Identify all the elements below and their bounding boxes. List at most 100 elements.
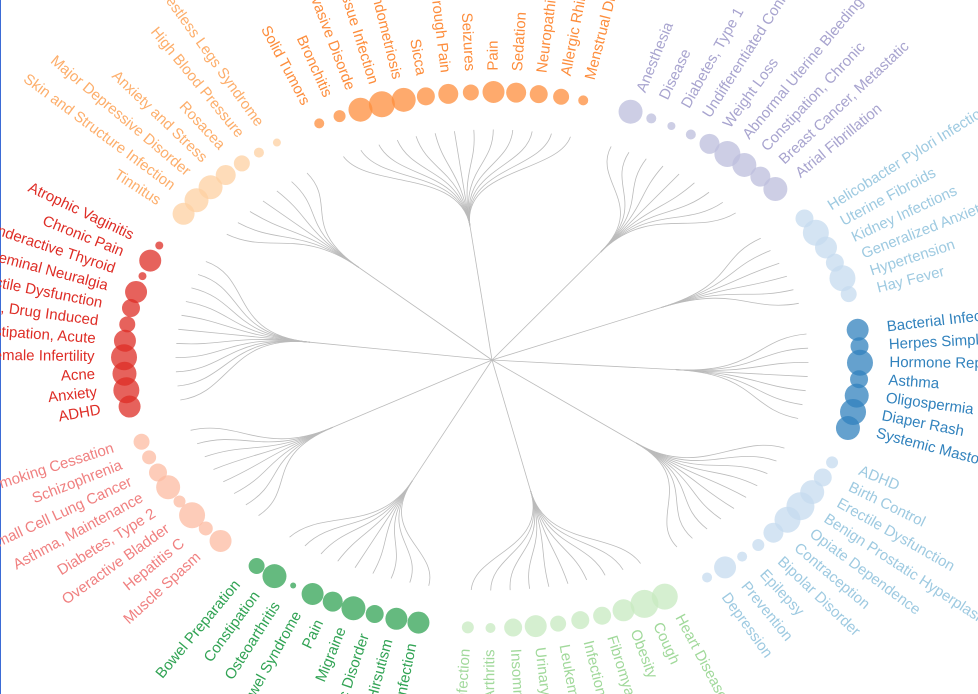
leaf-bubble xyxy=(630,589,659,618)
leaf-link xyxy=(434,133,471,228)
leaf-bubble xyxy=(142,450,157,465)
leaf-link xyxy=(636,442,785,459)
leaf-link xyxy=(675,361,809,371)
leaf-link xyxy=(661,250,771,308)
leaf-link xyxy=(636,442,678,548)
leaf-bubble xyxy=(550,615,567,632)
leaf-bubble xyxy=(248,558,265,575)
leaf-label: Pain xyxy=(299,617,327,651)
leaf-bubble xyxy=(113,329,136,352)
leaf-link xyxy=(469,133,552,228)
leaf-bubble xyxy=(571,611,590,630)
leaf-bubble xyxy=(173,495,186,508)
leaf-link xyxy=(175,340,310,359)
leaf-link xyxy=(360,150,471,228)
leaf-link xyxy=(213,426,333,470)
leaf-link xyxy=(291,181,360,268)
leaf-bubble xyxy=(840,286,857,303)
leaf-bubble xyxy=(593,606,612,625)
leaf-link xyxy=(205,261,310,343)
leaf-link xyxy=(372,480,413,574)
leaf-bubble xyxy=(850,370,869,389)
leaf-link xyxy=(600,182,695,253)
leaf-link xyxy=(661,237,761,308)
leaf-link xyxy=(600,146,621,253)
leaf-bubble xyxy=(732,152,757,177)
leaf-bubble xyxy=(341,596,366,621)
leaf-link xyxy=(181,314,310,343)
nodes xyxy=(111,81,873,638)
leaf-link xyxy=(245,426,333,506)
branch xyxy=(332,359,493,428)
leaf-link xyxy=(636,442,735,509)
leaf-link xyxy=(600,212,736,253)
leaf-bubble xyxy=(198,175,223,200)
leaf-link xyxy=(468,129,494,228)
leaf-link xyxy=(600,201,724,253)
leaf-link xyxy=(530,490,569,584)
leaf-link xyxy=(262,200,360,268)
leaf-link xyxy=(175,340,310,373)
leaf-bubble xyxy=(482,81,505,104)
leaf-label: Leukemia xyxy=(556,643,585,694)
leaf-bubble xyxy=(416,87,435,106)
leaf-bubble xyxy=(272,138,281,147)
leaf-link xyxy=(237,222,360,268)
leaf-link xyxy=(675,333,807,371)
leaf-bubble xyxy=(262,564,287,589)
leaf-link xyxy=(197,274,310,343)
leaf-label: ADHD xyxy=(57,401,102,425)
leaf-link xyxy=(468,129,514,228)
leaf-link xyxy=(354,480,413,568)
leaf-bubble xyxy=(391,87,416,112)
leaf-bubble xyxy=(407,611,430,634)
leaf-bubble xyxy=(461,621,474,634)
leaf-label: Asthma xyxy=(888,372,941,393)
leaf-bubble xyxy=(322,591,343,612)
leaf-link xyxy=(398,480,413,583)
leaf-bubble xyxy=(485,622,496,633)
leaf-label: Insomnia xyxy=(507,648,528,694)
links xyxy=(175,129,809,591)
leaf-bubble xyxy=(504,618,523,637)
leaf-bubble xyxy=(438,83,459,104)
leaf-bubble xyxy=(685,129,696,140)
leaf-link xyxy=(276,190,360,268)
leaf-link xyxy=(258,426,333,516)
leaf-link xyxy=(289,480,413,538)
leaf-link xyxy=(636,442,777,462)
branch xyxy=(491,307,662,361)
leaf-link xyxy=(636,442,747,498)
leaf-link xyxy=(191,287,310,343)
leaf-link xyxy=(466,129,475,228)
leaf-bubble xyxy=(215,165,236,186)
leaf-link xyxy=(530,490,550,587)
leaf-label: Anxiety xyxy=(47,384,98,406)
leaf-bubble xyxy=(385,607,408,630)
leaf-bubble xyxy=(125,280,148,303)
leaf-bubble xyxy=(714,556,737,579)
leaf-bubble xyxy=(646,113,657,124)
leaf-link xyxy=(178,328,310,343)
leaf-link xyxy=(600,158,647,253)
leaf-link xyxy=(530,490,588,581)
leaf-bubble xyxy=(348,97,373,122)
leaf-link xyxy=(509,490,536,591)
leaf-bubble xyxy=(699,133,720,154)
leaf-link xyxy=(415,136,471,228)
leaf-link xyxy=(530,490,606,576)
leaf-label: Acne xyxy=(60,366,95,385)
branch xyxy=(491,359,676,371)
leaf-link xyxy=(177,340,310,387)
leaf-bubble xyxy=(314,118,325,129)
leaf-link xyxy=(528,490,538,589)
leaf-label: Sicca xyxy=(406,38,429,78)
leaf-label: Vaginal Yeast Infection xyxy=(447,648,474,694)
leaf-label: Bacterial Infection xyxy=(886,305,978,335)
leaf-bubble xyxy=(814,236,837,259)
leaf-bubble xyxy=(750,166,771,187)
leaf-bubble xyxy=(138,272,147,281)
leaf-bubble xyxy=(111,344,138,371)
leaf-link xyxy=(470,490,534,591)
leaf-label: Herpes Simplex xyxy=(888,331,978,353)
